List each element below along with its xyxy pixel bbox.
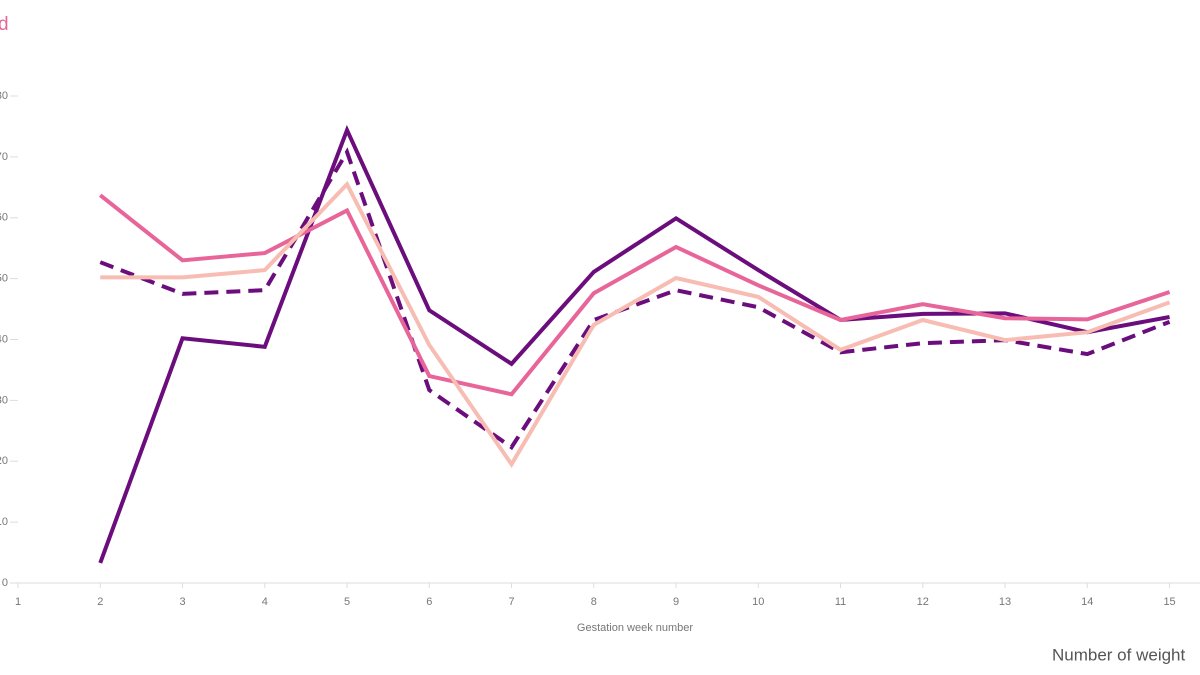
y-tick-label: 60 <box>0 212 8 224</box>
y-tick-label: 70 <box>0 151 8 163</box>
x-tick-label: 6 <box>426 596 432 608</box>
x-tick-label: 4 <box>262 596 268 608</box>
y-tick-label: 0 <box>2 577 8 589</box>
x-tick-label: 5 <box>344 596 350 608</box>
x-tick-label: 3 <box>179 596 185 608</box>
series-line <box>99 193 1171 397</box>
y-tick-label: 30 <box>0 394 8 406</box>
x-tick-label: 7 <box>508 596 514 608</box>
x-tick-label: 9 <box>673 596 679 608</box>
y-tick-label: 20 <box>0 455 8 467</box>
x-tick-label: 8 <box>591 596 597 608</box>
x-tick-label: 13 <box>999 596 1011 608</box>
x-tick-label: 1 <box>15 596 21 608</box>
x-tick-label: 12 <box>917 596 929 608</box>
x-tick-label: 15 <box>1163 596 1175 608</box>
y-tick-label: 40 <box>0 333 8 345</box>
series-line <box>100 180 1171 469</box>
x-tick-label: 10 <box>752 596 764 608</box>
x-tick-label: 11 <box>835 596 846 608</box>
y-tick-label: 80 <box>0 90 8 102</box>
note: Number of weight <box>1052 645 1186 664</box>
y-tick-label: 10 <box>0 516 8 528</box>
chart-title: d <box>0 14 9 35</box>
x-tick-label: 14 <box>1081 596 1093 608</box>
x-axis-label: Gestation week number <box>577 622 694 634</box>
series-line <box>98 124 1170 564</box>
y-tick-label: 50 <box>0 273 8 285</box>
x-tick-label: 2 <box>97 596 103 608</box>
